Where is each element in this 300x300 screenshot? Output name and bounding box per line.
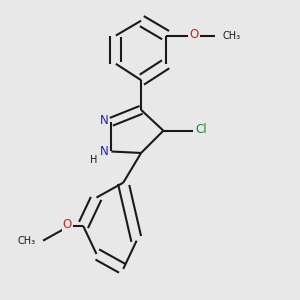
- Text: CH₃: CH₃: [17, 236, 36, 246]
- Text: N: N: [100, 145, 108, 158]
- Text: CH₃: CH₃: [223, 31, 241, 40]
- Text: O: O: [63, 218, 72, 231]
- Text: O: O: [189, 28, 199, 40]
- Text: Cl: Cl: [196, 123, 207, 136]
- Text: N: N: [100, 114, 108, 127]
- Text: H: H: [90, 155, 97, 165]
